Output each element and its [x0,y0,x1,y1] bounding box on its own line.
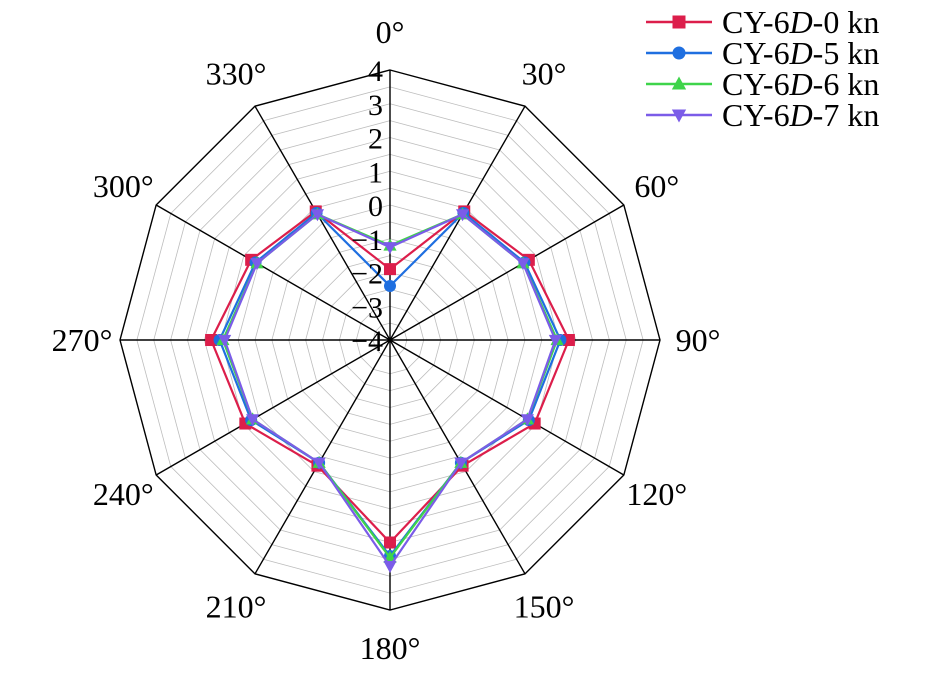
radial-tick-label: 3 [368,89,383,122]
angle-label: 210° [206,589,267,625]
series-marker [562,334,575,346]
series-marker [218,334,232,347]
series-marker [246,414,260,427]
grid-spoke [389,339,526,575]
angle-label: 90° [676,322,721,358]
series-marker [516,258,530,271]
series-group [218,209,562,574]
angle-label: 270° [52,322,113,358]
series-marker [312,457,326,470]
grid-spoke [254,105,391,341]
series-marker [520,414,534,427]
legend-label: CY-6D-7 kn [722,97,879,133]
series-marker [384,536,396,549]
series-marker [384,263,396,276]
legend-swatch-marker [671,76,687,90]
radial-tick-label: 0 [368,190,383,223]
angle-label: 300° [93,168,154,204]
grid-spoke [155,204,391,341]
radial-tick-label: −3 [351,291,383,324]
grid-spoke [389,204,625,341]
legend-label: CY-6D-6 kn [722,66,879,102]
legend-item: CY-6D-5 kn [646,35,879,71]
angle-label: 30° [522,55,567,91]
radar-grid [119,69,661,611]
legend-item: CY-6D-0 kn [646,4,879,40]
legend-label: CY-6D-0 kn [722,4,879,40]
radial-tick-label: 4 [368,55,383,88]
series-marker [455,209,470,222]
radial-tick-label: −4 [351,325,383,358]
radial-tick-label: −2 [351,258,383,291]
legend-item: CY-6D-7 kn [646,97,879,133]
series-marker [383,242,397,255]
angle-label: 120° [626,476,687,512]
series-marker [548,334,562,347]
legend-swatch-marker [672,46,686,60]
grid-spoke [254,339,391,575]
grid-spoke [155,339,391,476]
series-marker [205,334,218,346]
angle-label: 240° [93,476,154,512]
series-marker [384,280,396,292]
angle-label: 180° [360,630,421,666]
angle-label: 330° [206,55,267,91]
legend-label: CY-6D-5 kn [722,35,879,71]
series-marker [250,258,264,271]
series-marker [454,457,468,470]
series-marker [383,561,397,574]
radial-tick-label: 1 [368,156,383,189]
angle-label: 0° [376,14,405,50]
angle-label: 150° [514,589,575,625]
legend-swatch-marker [672,15,686,29]
grid-spoke [389,105,526,341]
series-marker [310,209,325,222]
legend-item: CY-6D-6 kn [646,66,879,102]
radar-series [205,205,575,574]
legend-swatch-marker [671,109,687,123]
grid-spoke [389,339,625,476]
radial-tick-label: 2 [368,123,383,156]
radial-tick-label: −1 [351,224,383,257]
angle-label: 60° [634,168,679,204]
